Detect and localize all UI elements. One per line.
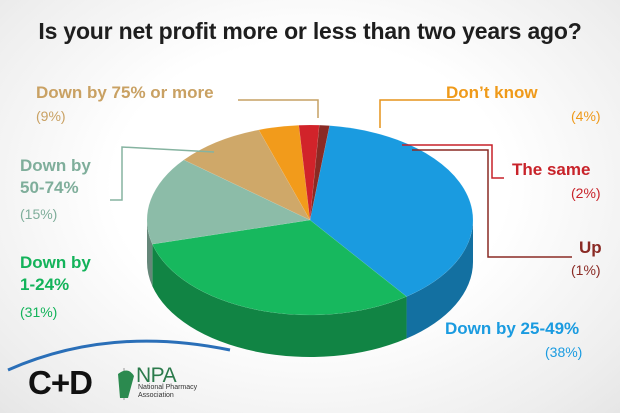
pie-slice-6: [309, 124, 330, 221]
pie-side-2: [147, 220, 153, 287]
leader-line-3: [238, 99, 319, 118]
pie-slice-5: [298, 124, 320, 221]
pct-dont-know: (4%): [571, 108, 601, 124]
pie-slice-0: [309, 125, 474, 297]
cd-logo-arc: [7, 339, 231, 400]
pie-slice-4: [258, 124, 311, 221]
pie-slice-2: [146, 159, 311, 245]
leader-line-5: [402, 144, 504, 179]
pie-slice-3: [183, 129, 311, 221]
pie-side-0: [406, 220, 473, 339]
leader-line-6: [412, 149, 572, 258]
npa-subtitle: National Pharmacy Association: [138, 384, 198, 399]
pie-top: [146, 124, 474, 316]
label-the-same: The same: [512, 160, 591, 179]
pie-side-1: [152, 244, 407, 357]
pie-slice-1: [151, 219, 408, 316]
pie-side: [147, 220, 473, 357]
leader-line-4: [379, 99, 460, 128]
label-up: Up: [579, 238, 602, 257]
label-down-50-74: Down by 50-74%: [20, 156, 91, 197]
label-down-25-49: Down by 25-49%: [445, 319, 580, 338]
pct-down-1-24: (31%): [20, 304, 58, 320]
npa-logo: NPA: [136, 364, 177, 387]
label-down-1-24: Down by 1-24%: [20, 253, 91, 294]
pct-down-75-or-more: (9%): [36, 108, 66, 124]
pct-down-50-74: (15%): [20, 206, 58, 222]
label-dont-know: Don’t know: [446, 83, 538, 102]
chart-title: Is your net profit more or less than two…: [38, 18, 582, 44]
npa-mark-icon: [118, 370, 134, 398]
pct-up: (1%): [571, 262, 601, 278]
label-down-75-or-more: Down by 75% or more: [36, 83, 214, 102]
cd-logo: C+D: [28, 364, 93, 401]
pct-down-25-49: (38%): [545, 344, 583, 360]
leader-line-2: [110, 146, 215, 201]
pct-the-same: (2%): [571, 185, 601, 201]
